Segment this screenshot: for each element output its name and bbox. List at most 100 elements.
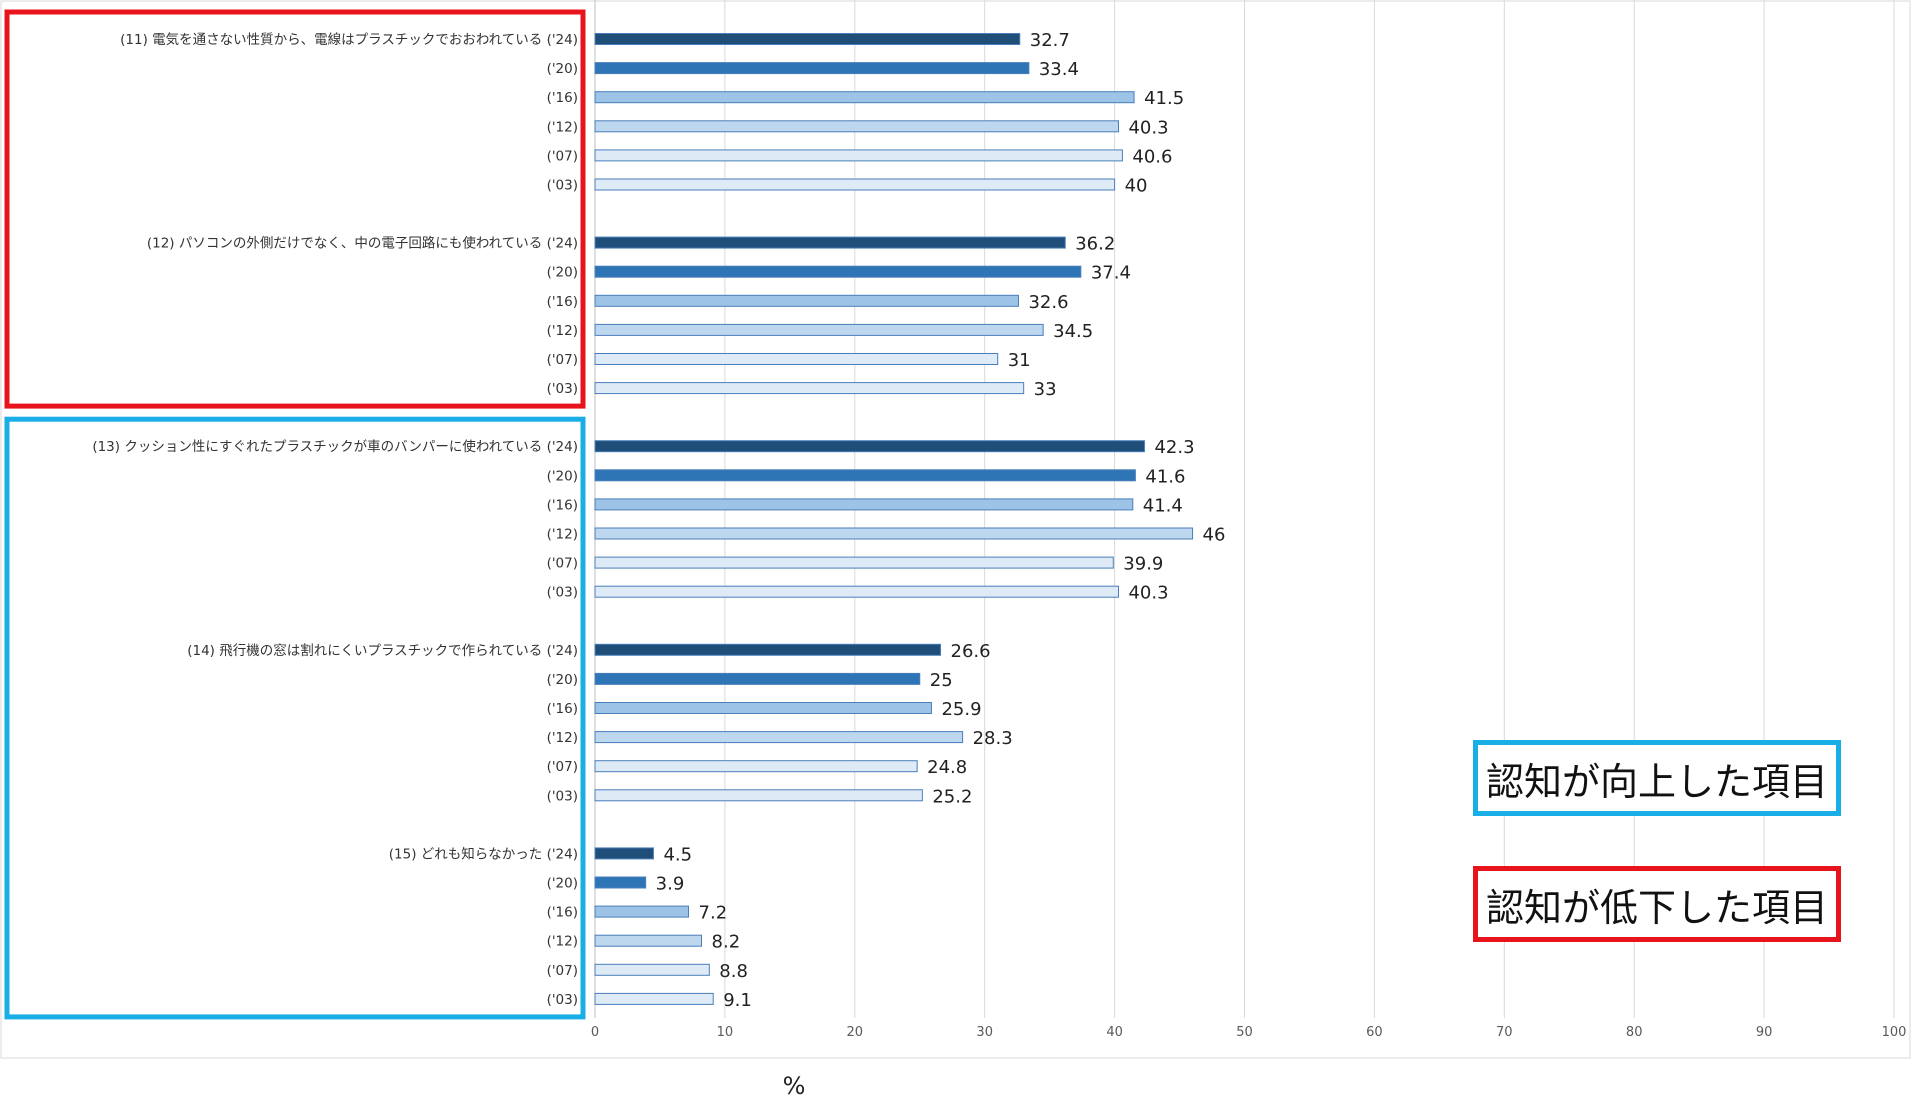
bar [594, 963, 710, 976]
data-label: 24.8 [927, 757, 967, 778]
data-label: 31 [1008, 350, 1031, 371]
data-label: 26.6 [951, 641, 991, 662]
category-label: ('16) [547, 701, 578, 717]
category-label: (15) どれも知らなかった ('24) [389, 845, 578, 862]
bar [594, 62, 1030, 75]
legend-decreased-label: 認知が低下した項目 [1485, 885, 1828, 930]
category-label: (13) クッション性にすぐれたプラスチックが車のバンパーに使われている ('2… [92, 438, 578, 455]
x-tick-label: 10 [717, 1025, 734, 1040]
x-tick-label: 30 [976, 1025, 993, 1040]
bar [594, 353, 999, 365]
category-label: ('12) [547, 119, 578, 135]
data-label: 42.3 [1154, 437, 1194, 458]
bar [594, 789, 923, 802]
category-label: ('20) [547, 468, 578, 484]
category-label: ('12) [547, 934, 578, 950]
data-label: 28.3 [973, 728, 1013, 749]
category-label: ('07) [547, 556, 578, 572]
x-tick-label: 60 [1366, 1025, 1383, 1040]
x-axis-title: % [783, 1072, 806, 1099]
bar [594, 469, 1136, 482]
data-label: 36.2 [1075, 234, 1115, 255]
data-label: 25.2 [932, 786, 972, 807]
bar [594, 323, 1044, 336]
category-label: ('12) [547, 527, 578, 543]
category-label: ('12) [547, 323, 578, 339]
category-label: (11) 電気を通さない性質から、電線はプラスチックでおおわれている ('24) [120, 32, 578, 48]
bar [594, 556, 1114, 569]
category-label: ('03) [547, 381, 578, 397]
chart-frame [0, 0, 1911, 1059]
category-label: ('03) [547, 992, 578, 1008]
decreased-highlight-box [4, 9, 586, 409]
category-label: ('03) [547, 178, 578, 194]
bar [594, 33, 1021, 45]
x-tick-label: 70 [1496, 1025, 1513, 1040]
category-label: ('07) [547, 352, 578, 368]
bar [594, 731, 964, 744]
data-label: 41.6 [1145, 466, 1185, 487]
bar [594, 585, 1119, 598]
bar [594, 498, 1134, 511]
data-label: 8.8 [719, 961, 748, 982]
data-label: 3.9 [656, 874, 685, 895]
category-label: ('03) [547, 585, 578, 601]
data-label: 40.3 [1128, 583, 1168, 604]
bar [594, 91, 1135, 104]
bar [594, 672, 921, 685]
data-label: 37.4 [1091, 263, 1131, 284]
category-label: ('20) [547, 672, 578, 688]
data-label: 40.6 [1132, 146, 1172, 167]
x-tick-label: 20 [847, 1025, 864, 1040]
bar [594, 702, 932, 714]
x-tick-label: 90 [1756, 1025, 1773, 1040]
data-label: 25.9 [941, 699, 981, 720]
bar [594, 847, 654, 860]
data-label: 41.5 [1144, 88, 1184, 109]
x-tick-label: 50 [1236, 1025, 1253, 1040]
data-label: 46 [1203, 525, 1226, 546]
data-label: 9.1 [723, 990, 752, 1011]
data-label: 25 [930, 670, 953, 691]
legend-decreased: 認知が低下した項目 [1473, 866, 1841, 942]
category-label: ('20) [547, 61, 578, 77]
data-label: 32.7 [1030, 30, 1070, 51]
bar [594, 992, 714, 1005]
improved-highlight-box [4, 416, 586, 1020]
category-label: ('16) [547, 90, 578, 106]
bar [594, 265, 1082, 278]
bar [594, 294, 1019, 307]
category-label: ('20) [547, 876, 578, 892]
bar [594, 236, 1066, 249]
data-label: 34.5 [1053, 321, 1093, 342]
bar [594, 876, 647, 889]
bar [594, 120, 1119, 133]
data-label: 39.9 [1123, 554, 1163, 575]
bar [594, 643, 942, 656]
bar [594, 382, 1025, 395]
category-label: ('16) [547, 497, 578, 513]
data-label: 4.5 [663, 844, 692, 865]
category-label: ('12) [547, 730, 578, 746]
legend-improved-label: 認知が向上した項目 [1485, 759, 1828, 804]
data-label: 8.2 [712, 932, 741, 953]
x-tick-label: 40 [1106, 1025, 1123, 1040]
data-label: 41.4 [1143, 495, 1183, 516]
bar [594, 178, 1116, 191]
bar [594, 760, 918, 773]
category-label: ('03) [547, 788, 578, 804]
category-label: ('07) [547, 759, 578, 775]
data-label: 40 [1125, 176, 1148, 197]
x-tick-label: 100 [1882, 1025, 1907, 1040]
data-label: 32.6 [1028, 292, 1068, 313]
category-label: ('07) [547, 963, 578, 979]
category-label: ('16) [547, 294, 578, 310]
bar [594, 934, 703, 947]
category-label: (14) 飛行機の窓は割れにくいプラスチックで作られている ('24) [187, 642, 578, 659]
bar [594, 440, 1145, 453]
category-label: ('07) [547, 148, 578, 164]
x-tick-label: 80 [1626, 1025, 1643, 1040]
x-tick-label: 0 [591, 1025, 599, 1040]
